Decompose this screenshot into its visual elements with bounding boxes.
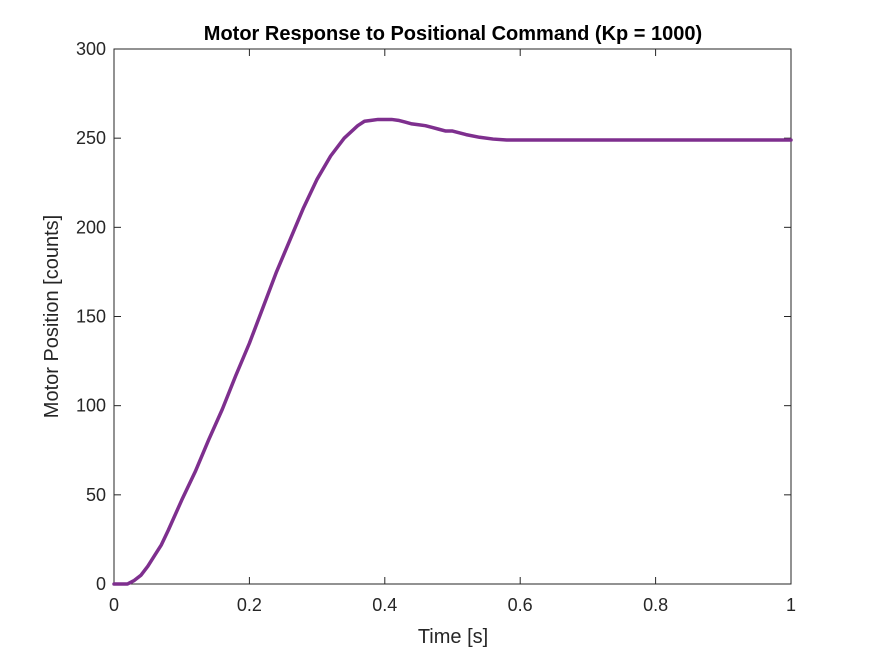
y-tick-label: 250: [76, 128, 106, 148]
y-tick-label: 50: [86, 485, 106, 505]
plot-area: [113, 48, 792, 585]
y-tick-label: 300: [76, 39, 106, 59]
series-line: [112, 117, 793, 586]
y-tick-label: 150: [76, 307, 106, 327]
x-axis-label: Time [s]: [418, 626, 488, 648]
x-tick-label: 0.2: [237, 595, 262, 615]
x-tick-label: 1: [786, 595, 796, 615]
series-layer: [112, 117, 793, 586]
y-tick-label: 100: [76, 396, 106, 416]
ticks-layer: 0 0.2 0.4 0.6 0.8 1 0 50 100 150 200 250 300: [76, 39, 796, 615]
x-tick-label: 0: [109, 595, 119, 615]
y-tick-label: 200: [76, 217, 106, 237]
y-axis-label: Motor Position [counts]: [41, 215, 63, 418]
x-tick-label: 0.8: [643, 595, 668, 615]
chart-title: Motor Response to Positional Command (Kp…: [204, 23, 702, 45]
x-tick-label: 0.4: [372, 595, 397, 615]
y-tick-label: 0: [96, 574, 106, 594]
x-tick-label: 0.6: [508, 595, 533, 615]
